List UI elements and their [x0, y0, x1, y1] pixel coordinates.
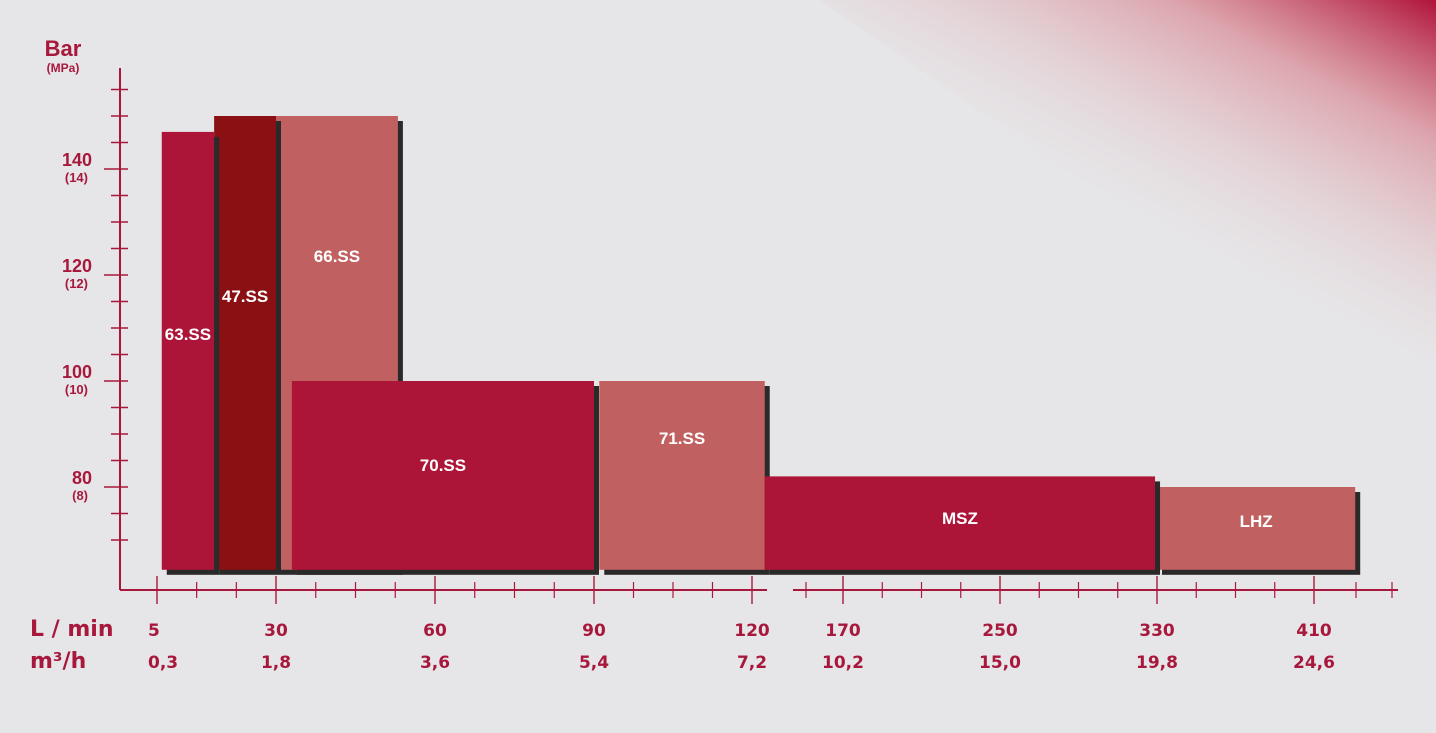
x-tick-label-lmin: 120 [734, 621, 770, 641]
labels-layer: 66.SS 47.SS 63.SS 71.SS 70.SS LHZ MSZ Bar(MPa) 1… [30, 36, 1335, 674]
bar-70-ss [291, 381, 594, 570]
bar-63-ss [161, 131, 215, 570]
bar-label-66-ss: 66.SS [314, 247, 360, 266]
bar-label-msz: MSZ [942, 509, 978, 528]
bars-layer [161, 116, 1361, 575]
y-tick-sublabel: (8) [72, 488, 88, 503]
x-tick-label-lmin: 330 [1139, 621, 1175, 641]
x-tick-label-lmin: 250 [982, 621, 1018, 641]
y-tick-label: 100 [62, 362, 92, 382]
x-tick-label-m3h: 3,6 [420, 653, 450, 673]
x-tick-label-lmin: 60 [423, 621, 447, 641]
x-tick-label-m3h: 15,0 [979, 653, 1021, 673]
y-tick-sublabel: (10) [65, 382, 88, 397]
y-tick-sublabel: (14) [65, 170, 88, 185]
bar-label-63-ss: 63.SS [165, 325, 211, 344]
y-tick-label: 80 [72, 468, 92, 488]
x-tick-label-m3h: 10,2 [822, 653, 864, 673]
x-tick-label-lmin: 30 [264, 621, 288, 641]
x-tick-label-lmin: 410 [1296, 621, 1332, 641]
x-tick-label-m3h: 7,2 [737, 653, 767, 673]
x-tick-label-m3h: 19,8 [1136, 653, 1178, 673]
bar-lhz [1157, 487, 1356, 570]
bar-47-ss [214, 116, 276, 570]
y-axis-subtitle: (MPa) [47, 61, 80, 75]
bar-label-70-ss: 70.SS [420, 456, 466, 475]
background-gradient [820, 0, 1436, 430]
y-tick-sublabel: (12) [65, 276, 88, 291]
bar-label-47-ss: 47.SS [222, 287, 268, 306]
x-tick-label-lmin: 90 [582, 621, 606, 641]
x-tick-label-lmin: 5 [148, 621, 160, 641]
axes-layer [104, 68, 1398, 604]
x-tick-label-lmin: 170 [825, 621, 861, 641]
y-axis-title: Bar [45, 36, 82, 61]
x-tick-label-m3h: 24,6 [1293, 653, 1335, 673]
x-row-label-lmin: L / min [30, 617, 114, 642]
x-row-label-m3h: m³/h [30, 649, 86, 674]
bar-label-71-ss: 71.SS [659, 429, 705, 448]
y-tick-label: 140 [62, 150, 92, 170]
x-tick-label-m3h: 0,3 [148, 653, 178, 673]
bar-msz [764, 476, 1156, 570]
bar-71-ss [599, 381, 765, 570]
x-tick-label-m3h: 1,8 [261, 653, 291, 673]
y-tick-label: 120 [62, 256, 92, 276]
bar-label-lhz: LHZ [1240, 512, 1273, 531]
x-tick-label-m3h: 5,4 [579, 653, 609, 673]
